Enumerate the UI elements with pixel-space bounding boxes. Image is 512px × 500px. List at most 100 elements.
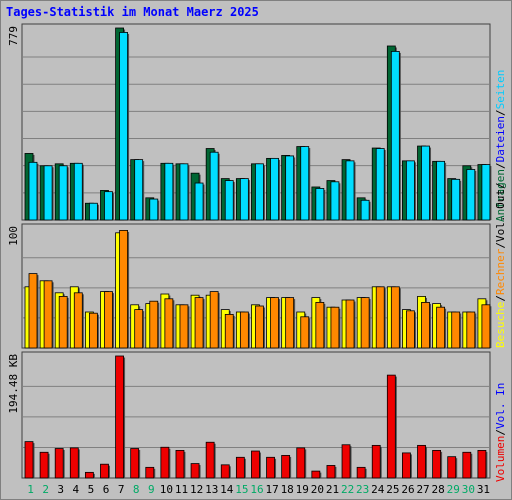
bar-dateien-day-21 xyxy=(330,181,340,221)
bar-dateien-day-18 xyxy=(285,155,295,221)
vertical-series-label: Besuche/Rechner/Vol. Out/ xyxy=(494,182,507,348)
vertical-series-label: Volumen/Vol. In xyxy=(494,383,507,482)
bar-dateien-day-17 xyxy=(270,157,279,221)
bar-dateien-day-26 xyxy=(406,160,415,221)
bar-rechner-day-9 xyxy=(149,300,159,349)
x-tick-label: 3 xyxy=(57,483,64,496)
legend-part: / xyxy=(494,162,507,169)
x-tick-label: 2 xyxy=(42,483,49,496)
bar-volumen-day-2 xyxy=(39,451,49,479)
legend-part: / xyxy=(494,182,507,189)
bar-rechner-day-10 xyxy=(164,298,174,349)
panel-volume: 194.48 KB xyxy=(7,351,491,479)
bar-volumen-day-4 xyxy=(69,447,79,479)
bar-rechner-day-17 xyxy=(270,297,279,349)
bar-dateien-day-30 xyxy=(466,169,476,221)
x-tick-label: 14 xyxy=(220,483,234,496)
bar-rechner-day-4 xyxy=(73,292,83,349)
bar-volumen-day-19 xyxy=(296,447,306,479)
bar-rechner-day-7 xyxy=(119,229,128,349)
bar-rechner-day-6 xyxy=(104,291,113,349)
x-tick-label: 15 xyxy=(235,483,248,496)
panel-requests-files: 779 xyxy=(7,23,492,221)
bar-dateien-day-6 xyxy=(104,191,113,221)
bar-dateien-day-25 xyxy=(390,51,400,221)
bar-dateien-day-4 xyxy=(73,162,83,221)
bar-dateien-day-2 xyxy=(43,165,53,221)
max-value-label: 194.48 KB xyxy=(7,354,20,414)
x-tick-label: 21 xyxy=(326,483,339,496)
bar-rechner-day-11 xyxy=(179,304,189,349)
x-tick-label: 10 xyxy=(160,483,173,496)
bar-rechner-day-25 xyxy=(390,286,400,349)
x-tick-label: 11 xyxy=(175,483,188,496)
x-tick-label: 26 xyxy=(401,483,414,496)
legend-part: / xyxy=(494,109,507,116)
bar-dateien-day-3 xyxy=(58,165,68,221)
legend-part: Vol. In xyxy=(494,383,507,429)
bar-volumen-day-5 xyxy=(84,471,94,479)
bar-rechner-day-21 xyxy=(330,306,340,349)
bar-volumen-day-27 xyxy=(417,444,426,479)
x-tick-label: 18 xyxy=(281,483,294,496)
bar-volumen-day-11 xyxy=(175,449,185,479)
bar-dateien-day-23 xyxy=(360,199,370,221)
x-tick-label: 22 xyxy=(341,483,354,496)
bar-volumen-day-26 xyxy=(402,452,411,479)
x-tick-label: 17 xyxy=(265,483,278,496)
bar-rechner-day-22 xyxy=(345,299,355,349)
x-tick-label: 1 xyxy=(27,483,34,496)
bar-volumen-day-12 xyxy=(190,463,200,479)
bar-volumen-day-6 xyxy=(100,463,109,479)
bar-volumen-day-3 xyxy=(54,448,64,479)
bar-rechner-day-30 xyxy=(466,311,476,349)
x-tick-label: 6 xyxy=(103,483,110,496)
bar-dateien-day-11 xyxy=(179,163,189,221)
x-tick-label: 13 xyxy=(205,483,218,496)
bar-dateien-day-29 xyxy=(451,178,461,221)
bar-volumen-day-29 xyxy=(447,456,457,479)
bar-dateien-day-27 xyxy=(421,145,430,221)
bar-rechner-day-3 xyxy=(58,295,68,349)
bar-volumen-day-23 xyxy=(356,466,366,479)
bar-volumen-day-1 xyxy=(24,441,34,479)
bar-rechner-day-5 xyxy=(88,312,98,349)
bar-volumen-day-16 xyxy=(251,450,260,479)
legend-part: Volumen xyxy=(494,436,507,482)
bar-rechner-day-20 xyxy=(315,301,325,349)
x-tick-label: 7 xyxy=(118,483,125,496)
x-tick-label: 5 xyxy=(88,483,95,496)
bar-volumen-day-31 xyxy=(477,449,487,479)
x-tick-label: 8 xyxy=(133,483,140,496)
bar-rechner-day-16 xyxy=(255,305,264,349)
bar-rechner-day-28 xyxy=(436,306,446,349)
bar-dateien-day-22 xyxy=(345,160,355,221)
x-tick-label: 12 xyxy=(190,483,203,496)
bar-volumen-day-17 xyxy=(266,456,275,479)
bar-dateien-day-1 xyxy=(28,161,38,221)
bar-volumen-day-25 xyxy=(386,374,396,479)
bar-volumen-day-30 xyxy=(462,451,472,479)
max-value-label: 779 xyxy=(7,26,20,46)
legend-part: Seiten xyxy=(494,70,507,110)
bar-rechner-day-27 xyxy=(421,301,430,349)
bar-rechner-day-1 xyxy=(28,273,38,349)
bar-rechner-day-8 xyxy=(134,309,144,349)
x-tick-label: 19 xyxy=(296,483,309,496)
x-tick-label: 30 xyxy=(462,483,475,496)
bar-dateien-day-8 xyxy=(134,159,144,221)
x-tick-label: 9 xyxy=(148,483,155,496)
panel-visits-hosts: 100 xyxy=(7,223,492,349)
bar-dateien-day-12 xyxy=(194,182,204,221)
bar-rechner-day-31 xyxy=(481,304,491,349)
bar-volumen-day-10 xyxy=(160,446,170,479)
bar-dateien-day-14 xyxy=(224,180,234,221)
legend-part: Vol. Out xyxy=(494,189,507,242)
bar-rechner-day-26 xyxy=(406,310,415,349)
bar-volumen-day-21 xyxy=(326,465,336,479)
bar-volumen-day-20 xyxy=(311,470,321,479)
bar-volumen-day-18 xyxy=(281,455,291,479)
x-tick-label: 28 xyxy=(432,483,445,496)
max-value-label: 100 xyxy=(7,226,20,246)
